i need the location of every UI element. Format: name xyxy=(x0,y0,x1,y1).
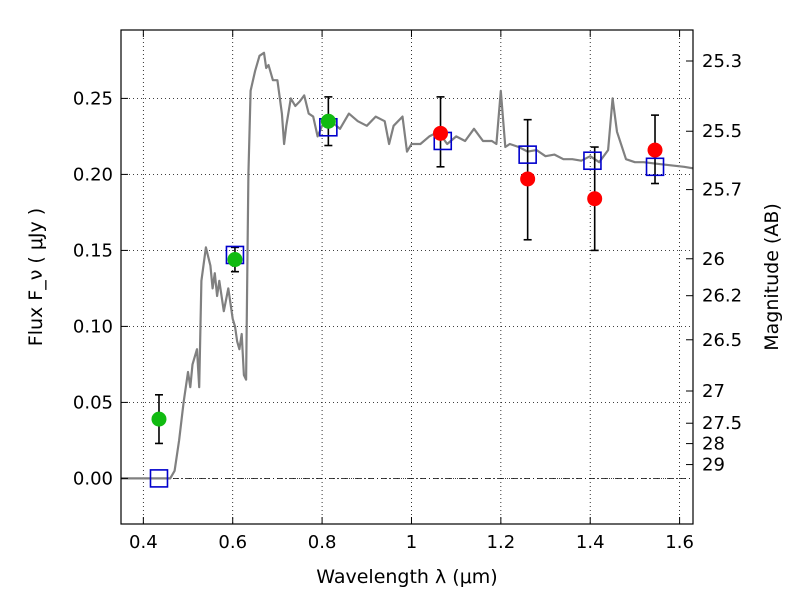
y-tick-label: 0.00 xyxy=(73,468,113,489)
model-photometry-square xyxy=(645,157,665,177)
marker-layer xyxy=(149,96,665,488)
green-data-point xyxy=(320,113,336,129)
y-tick-label: 0.10 xyxy=(73,316,113,337)
model-photometry-square xyxy=(518,145,537,164)
model-photometry-square xyxy=(583,151,602,171)
x-tick-label: 1 xyxy=(406,532,417,553)
x-axis-title: Wavelength λ (μm) xyxy=(316,566,497,588)
y-tick-label: 0.05 xyxy=(73,392,113,413)
plot-frame xyxy=(120,29,694,525)
y-tick-label: 0.25 xyxy=(73,88,113,109)
tick-layer: 0.4 0.6 0.8 1 1.2 1.4 1.6 0.00 0.05 0.10 0.15 0.20 0… xyxy=(73,30,742,553)
y-tick-label: 0.20 xyxy=(73,164,113,185)
right-tick-label: 25.3 xyxy=(702,51,742,72)
x-tick-label: 1.6 xyxy=(665,532,694,553)
right-tick-label: 26.5 xyxy=(702,330,742,351)
green-data-point xyxy=(227,252,243,268)
x-tick-label: 0.4 xyxy=(129,532,158,553)
x-tick-label: 0.6 xyxy=(218,532,247,553)
x-tick-label: 0.8 xyxy=(308,532,337,553)
red-data-point xyxy=(587,191,603,207)
right-tick-label: 28 xyxy=(702,434,725,455)
right-tick-label: 27.5 xyxy=(702,413,742,434)
right-tick-label: 27 xyxy=(702,381,725,402)
green-data-point xyxy=(151,411,167,427)
y-axis-title: Flux F_ν ( μJy ) xyxy=(25,208,47,346)
right-tick-label: 29 xyxy=(702,455,725,476)
model-photometry-square xyxy=(149,469,169,488)
red-data-point xyxy=(647,142,663,158)
right-axis-title: Magnitude (AB) xyxy=(761,203,783,351)
x-tick-label: 1.4 xyxy=(576,532,605,553)
right-tick-label: 26.2 xyxy=(702,286,742,307)
red-data-point xyxy=(520,171,536,187)
right-tick-label: 25.5 xyxy=(702,121,742,142)
x-tick-label: 1.2 xyxy=(487,532,516,553)
red-data-point xyxy=(433,125,449,141)
right-tick-label: 25.7 xyxy=(702,180,742,201)
y-tick-label: 0.15 xyxy=(73,240,113,261)
right-tick-label: 26 xyxy=(702,249,725,270)
